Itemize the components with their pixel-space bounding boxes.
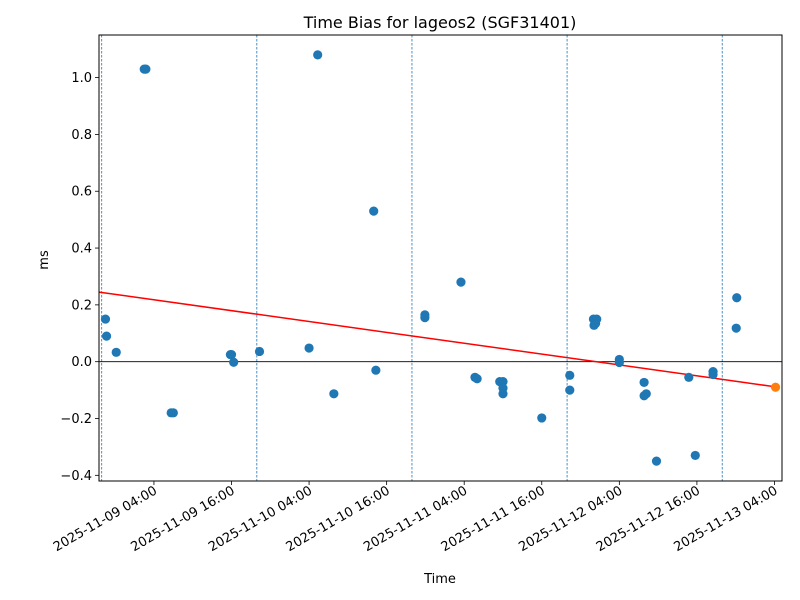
data-point (254, 346, 265, 357)
data-point (498, 389, 508, 399)
data-point (329, 389, 339, 399)
data-point (708, 369, 718, 380)
y-tick-label: 0.6 (71, 185, 92, 200)
data-point (565, 385, 575, 395)
fit-line (98, 291, 775, 388)
y-tick-label: −0.2 (60, 412, 92, 427)
data-point (168, 408, 178, 418)
data-point (313, 50, 323, 60)
y-axis-label: ms (37, 250, 52, 270)
y-tick-label: 1.0 (71, 71, 92, 86)
data-point (684, 372, 694, 382)
data-point (369, 206, 379, 216)
data-point (304, 343, 314, 353)
data-point (100, 314, 111, 324)
data-point (472, 374, 482, 384)
data-point (641, 389, 651, 399)
chart-title: Time Bias for lageos2 (SGF31401) (303, 13, 577, 32)
data-point (420, 310, 430, 320)
y-tick-label: 0.4 (71, 242, 92, 257)
data-point (371, 365, 381, 375)
extrapolated-point (770, 382, 781, 392)
data-point (614, 357, 624, 368)
y-tick-label: 0.2 (71, 298, 92, 313)
data-point (592, 314, 602, 324)
data-point (731, 323, 741, 333)
data-point (565, 370, 575, 380)
x-axis-label: Time (423, 572, 456, 587)
y-tick-label: 0.0 (71, 355, 92, 370)
data-point (732, 293, 742, 303)
data-point (537, 413, 547, 423)
data-point (101, 331, 112, 341)
y-tick-label: −0.4 (60, 469, 92, 484)
data-point (111, 347, 121, 357)
y-tick-label: 0.8 (71, 128, 92, 143)
data-point (639, 377, 649, 388)
data-point (456, 277, 466, 287)
data-point (141, 64, 151, 74)
plot-frame (98, 34, 783, 482)
y-axis: −0.4 −0.2 0.0 0.2 0.4 0.6 0.8 1.0 (60, 71, 99, 484)
data-point (226, 349, 237, 360)
plot-area (98, 35, 782, 481)
data-point (690, 450, 700, 461)
data-point (498, 376, 508, 387)
data-point (229, 357, 239, 367)
data-point (651, 456, 662, 466)
